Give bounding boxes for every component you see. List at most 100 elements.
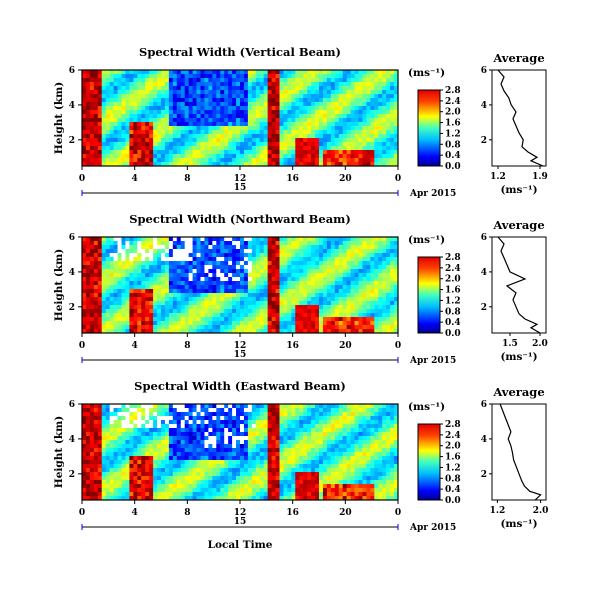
y-tick-label: 6 bbox=[69, 233, 75, 243]
heatmap-cells bbox=[82, 404, 399, 501]
profile-title: Average bbox=[492, 218, 544, 232]
profile-x-label: (ms⁻¹) bbox=[500, 518, 537, 530]
x-tick-label: 20 bbox=[339, 341, 352, 351]
x-tick-label: 16 bbox=[286, 341, 299, 351]
profile-x-tick: 2.0 bbox=[532, 339, 548, 349]
colorbar-tick-label: 1.6 bbox=[445, 119, 461, 129]
colorbar-tick-label: 2.0 bbox=[445, 108, 461, 118]
profile-y-tick: 2 bbox=[481, 303, 487, 313]
profile-x-tick: 1.9 bbox=[532, 172, 548, 182]
colorbar-tick-label: 0.0 bbox=[445, 162, 461, 172]
profile-line bbox=[497, 69, 544, 167]
profile-x-tick: 1.2 bbox=[490, 506, 506, 516]
profile-y-tick: 6 bbox=[481, 66, 487, 76]
colorbar-tick-label: 2.4 bbox=[445, 97, 461, 107]
day-label: 15 bbox=[234, 517, 247, 527]
y-axis-label: Height (km) bbox=[53, 416, 65, 488]
day-label: 15 bbox=[234, 183, 247, 193]
colorbar-unit: (ms⁻¹) bbox=[408, 67, 445, 79]
y-tick-label: 4 bbox=[69, 101, 75, 111]
x-tick-label: 0 bbox=[395, 341, 401, 351]
colorbar-tick-label: 2.8 bbox=[445, 253, 461, 263]
colorbar-tick-label: 2.8 bbox=[445, 420, 461, 430]
profile-y-tick: 2 bbox=[481, 470, 487, 480]
colorbar bbox=[417, 256, 441, 334]
colorbar-tick-label: 0.8 bbox=[445, 307, 461, 317]
colorbar bbox=[417, 423, 441, 501]
colorbar-tick-label: 2.4 bbox=[445, 431, 461, 441]
x-tick-label: 0 bbox=[395, 508, 401, 518]
colorbar-unit: (ms⁻¹) bbox=[408, 401, 445, 413]
profile-x-label: (ms⁻¹) bbox=[500, 184, 537, 196]
chart-title: Spectral Width (Eastward Beam) bbox=[134, 379, 346, 393]
heatmap-cells bbox=[82, 70, 399, 167]
colorbar-tick-label: 0.0 bbox=[445, 496, 461, 506]
heatmap-cells bbox=[82, 237, 399, 334]
day-label: 15 bbox=[234, 350, 247, 360]
x-tick-label: 4 bbox=[132, 508, 138, 518]
x-tick-label: 8 bbox=[184, 508, 190, 518]
x-tick-label: 4 bbox=[132, 174, 138, 184]
profile-y-tick: 6 bbox=[481, 233, 487, 243]
y-tick-label: 4 bbox=[69, 435, 75, 445]
profile-title: Average bbox=[492, 51, 544, 65]
profile-frame bbox=[491, 236, 547, 334]
colorbar-tick-label: 1.6 bbox=[445, 453, 461, 463]
profile-x-label: (ms⁻¹) bbox=[500, 351, 537, 363]
x-tick-label: 0 bbox=[79, 508, 85, 518]
colorbar-tick-label: 1.6 bbox=[445, 286, 461, 296]
y-tick-label: 6 bbox=[69, 400, 75, 410]
profile-y-tick: 4 bbox=[481, 435, 487, 445]
x-tick-label: 0 bbox=[395, 174, 401, 184]
colorbar-tick-label: 2.8 bbox=[445, 86, 461, 96]
colorbar-tick-label: 2.0 bbox=[445, 442, 461, 452]
chart-panel-3: Spectral Width (Eastward Beam) 2 4 6 Height … bbox=[53, 379, 548, 533]
colorbar-tick-label: 0.4 bbox=[445, 485, 461, 495]
y-tick-label: 4 bbox=[69, 268, 75, 278]
chart-title: Spectral Width (Vertical Beam) bbox=[139, 45, 341, 59]
x-tick-label: 20 bbox=[339, 508, 352, 518]
colorbar-tick-label: 0.8 bbox=[445, 474, 461, 484]
colorbar-unit: (ms⁻¹) bbox=[408, 234, 445, 246]
colorbar-tick-label: 1.2 bbox=[445, 463, 461, 473]
chart-panel-1: Spectral Width (Vertical Beam) 2 4 6 Height … bbox=[53, 45, 548, 199]
x-tick-label: 16 bbox=[286, 508, 299, 518]
profile-x-tick: 1.2 bbox=[490, 172, 506, 182]
x-tick-label: 16 bbox=[286, 174, 299, 184]
x-tick-label: 0 bbox=[79, 174, 85, 184]
x-tick-label: 12 bbox=[234, 341, 247, 351]
profile-x-tick: 1.5 bbox=[502, 339, 518, 349]
colorbar-tick-label: 0.4 bbox=[445, 318, 461, 328]
x-tick-label: 12 bbox=[234, 174, 247, 184]
colorbar-tick-label: 1.2 bbox=[445, 129, 461, 139]
x-tick-label: 8 bbox=[184, 174, 190, 184]
y-axis-label: Height (km) bbox=[53, 82, 65, 154]
x-tick-label: 4 bbox=[132, 341, 138, 351]
colorbar-tick-label: 1.2 bbox=[445, 296, 461, 306]
colorbar-tick-label: 0.0 bbox=[445, 329, 461, 339]
y-axis-label: Height (km) bbox=[53, 249, 65, 321]
profile-frame bbox=[491, 403, 547, 501]
x-axis-title: Local Time bbox=[208, 539, 273, 551]
y-tick-label: 6 bbox=[69, 66, 75, 76]
y-tick-label: 2 bbox=[69, 470, 75, 480]
x-tick-label: 0 bbox=[79, 341, 85, 351]
date-label: Apr 2015 bbox=[409, 523, 456, 533]
y-tick-label: 2 bbox=[69, 303, 75, 313]
chart-panel-2: Spectral Width (Northward Beam) 2 4 6 Height… bbox=[53, 212, 548, 366]
profile-frame bbox=[491, 69, 547, 167]
profile-x-tick: 2.0 bbox=[533, 506, 549, 516]
profile-line bbox=[499, 403, 542, 501]
x-tick-label: 12 bbox=[234, 508, 247, 518]
x-tick-label: 20 bbox=[339, 174, 352, 184]
colorbar-tick-label: 2.4 bbox=[445, 264, 461, 274]
date-label: Apr 2015 bbox=[409, 189, 456, 199]
colorbar-tick-label: 0.8 bbox=[445, 140, 461, 150]
y-tick-label: 2 bbox=[69, 136, 75, 146]
profile-y-tick: 2 bbox=[481, 136, 487, 146]
profile-y-tick: 4 bbox=[481, 268, 487, 278]
profile-y-tick: 4 bbox=[481, 101, 487, 111]
chart-title: Spectral Width (Northward Beam) bbox=[129, 212, 351, 226]
colorbar-tick-label: 0.4 bbox=[445, 151, 461, 161]
